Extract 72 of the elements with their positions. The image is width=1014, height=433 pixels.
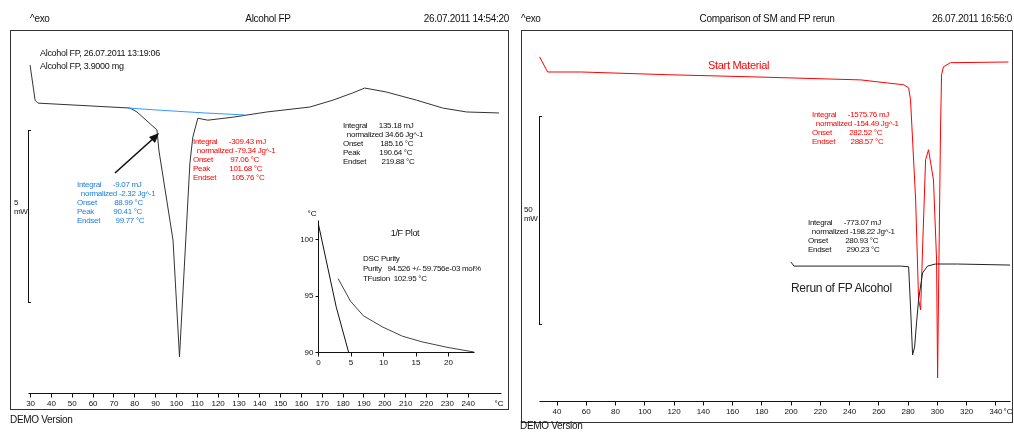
text: ^exo (30, 13, 50, 24)
x-tick-label: 40 (552, 406, 563, 416)
x-tick-label: 90 (151, 398, 161, 408)
x-tick-label: 120 (667, 406, 682, 416)
x-tick-label: 60 (88, 398, 99, 408)
x-tick-label: 200 (378, 398, 393, 408)
y-tick-label: 95 (304, 291, 315, 301)
x-tick-label: 60 (581, 406, 592, 416)
annotation: Integral -9.07 mJ normalized -2.32 Jg^-1 Onset 88.99 °C Peak 90.41 °C Endset 99.77 °C (77, 180, 156, 225)
x-tick-label: 80 (611, 406, 621, 416)
text: DEMO Version (10, 414, 73, 425)
text: ^exo (521, 13, 541, 24)
x-tick-label: 20 (444, 357, 454, 367)
x-tick-label: 280 (901, 406, 916, 416)
x-axis-title: °C (1003, 406, 1013, 416)
text: Alcohol FP, 26.07.2011 13:19:06 (40, 48, 160, 58)
annotation: Purity 94.526 +/- 59.756e-03 mol% (363, 264, 481, 273)
x-tick-label: 240 (842, 406, 857, 416)
x-tick-label: 70 (109, 398, 119, 408)
x-tick-label: 340 (989, 406, 1004, 416)
x-tick-label: 0 (316, 357, 322, 367)
chart-title: Alcohol FP (245, 13, 291, 24)
x-tick-label: 190 (357, 398, 372, 408)
x-tick-label: 210 (398, 398, 413, 408)
x-axis-title: °C (494, 398, 504, 408)
x-tick-label: 160 (725, 406, 740, 416)
annotation: Integral 135.18 mJ normalized 34.66 Jg^-1 Onset 185.16 °C Peak 190.64 °C Endset 219.88 °C (343, 121, 424, 166)
annotation: TFusion 102.95 °C (363, 274, 427, 283)
x-tick-label: 220 (813, 406, 828, 416)
x-tick-label: 140 (696, 406, 711, 416)
x-tick-label: 50 (67, 398, 78, 408)
x-tick-label: 170 (315, 398, 330, 408)
text: 5 mW (14, 198, 28, 216)
annotation: DSC Purity (363, 254, 400, 263)
x-tick-label: 130 (232, 398, 247, 408)
y-tick-label: 90 (304, 347, 315, 357)
annotation: Alcohol FP, 3.9000 mg (40, 61, 124, 71)
x-tick-label: 5 (348, 357, 354, 367)
series-label: Start Material (708, 59, 770, 71)
text: 1/F Plot (390, 228, 420, 238)
x-tick-label: 15 (411, 357, 421, 367)
text: 26.07.2011 16:56:0 (931, 13, 1012, 24)
x-tick-label: 110 (190, 398, 205, 408)
x-tick-label: 180 (336, 398, 351, 408)
x-tick-label: 200 (784, 406, 799, 416)
x-tick-label: 240 (461, 398, 476, 408)
text: 50 mW (524, 205, 538, 223)
chart-title: Comparison of SM and FP rerun (699, 13, 835, 24)
x-tick-label: 100 (169, 398, 184, 408)
x-tick-label: 320 (959, 406, 974, 416)
x-tick-label: 160 (294, 398, 309, 408)
x-tick-label: 150 (273, 398, 288, 408)
annotation: Integral -773.07 mJ normalized -198.22 Jg^-1 Onset 280.93 °C Endset 290.23 °C (808, 218, 895, 254)
x-tick-label: 120 (211, 398, 226, 408)
x-tick-label: 260 (872, 406, 887, 416)
x-tick-label: 140 (253, 398, 268, 408)
x-tick-label: 220 (419, 398, 434, 408)
x-tick-label: 80 (130, 398, 140, 408)
x-tick-label: 300 (930, 406, 945, 416)
text: 26.07.2011 14:54:20 (423, 13, 509, 24)
x-tick-label: 40 (46, 398, 57, 408)
y-tick-label: 100 (300, 234, 315, 244)
x-tick-label: 230 (440, 398, 455, 408)
text: DEMO Version (520, 420, 583, 431)
series-label: Rerun of FP Alcohol (791, 281, 892, 295)
x-tick-label: 180 (755, 406, 770, 416)
x-tick-label: 30 (26, 398, 36, 408)
x-tick-label: 10 (379, 357, 389, 367)
annotation: Integral -1575.76 mJ normalized -154.49 Jg^-1 Onset 282.52 °C Endset 288.57 °C (812, 110, 899, 146)
x-tick-label: 100 (638, 406, 653, 416)
y-axis-title: °C (307, 208, 317, 218)
annotation: Integral -309.43 mJ normalized -79.34 Jg^-1 Onset 97.06 °C Peak 101.68 °C Endset 105.76 °C (193, 137, 276, 182)
